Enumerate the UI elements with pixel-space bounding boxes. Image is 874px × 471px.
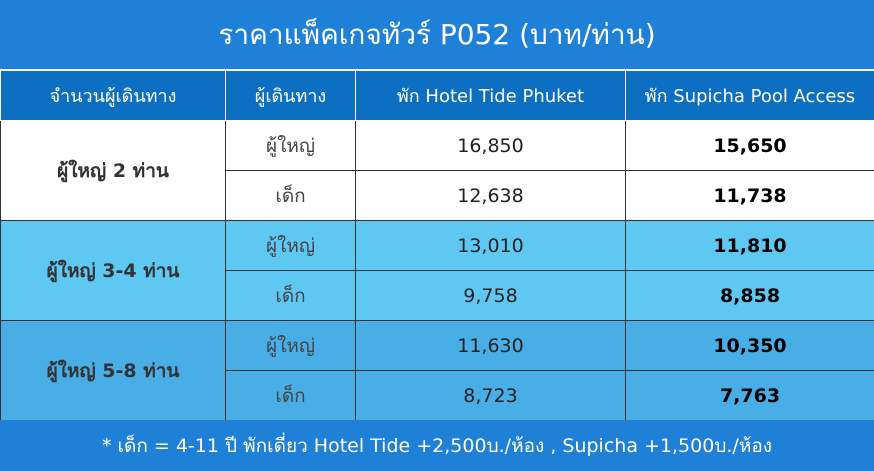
traveler-type: เด็ก (225, 370, 356, 421)
price-supicha: 7,763 (625, 370, 874, 421)
table-body: ผู้ใหญ่ 2 ท่าน ผู้ใหญ่ 16,850 15,650 เด็ก 12,… (0, 120, 874, 421)
price-hotel-tide: 9,758 (355, 270, 626, 321)
row: ผู้ใหญ่ 5-8 ท่าน ผู้ใหญ่ 11,630 10,350 (0, 320, 874, 421)
traveler-type: ผู้ใหญ่ (225, 220, 356, 271)
column-header: พัก Hotel Tide Phuket (355, 70, 626, 121)
price-supicha: 8,858 (625, 270, 874, 321)
row: เด็ก 8,723 7,763 (1, 370, 874, 421)
row: ผู้ใหญ่ 3-4 ท่าน ผู้ใหญ่ 13,010 11,810 (0, 220, 874, 321)
group-label: ผู้ใหญ่ 5-8 ท่าน (0, 320, 226, 421)
column-header: พัก Supicha Pool Access (625, 70, 874, 121)
title: ราคาแพ็คเกจทัวร์ P052 (บาท/ท่าน) (0, 0, 874, 70)
row: เด็ก 9,758 8,858 (1, 270, 874, 321)
price-hotel-tide: 16,850 (355, 120, 626, 171)
row: ผู้ใหญ่ 2 ท่าน ผู้ใหญ่ 16,850 15,650 (0, 120, 874, 221)
price-supicha: 11,738 (625, 170, 874, 221)
header-row: จำนวนผู้เดินทาง ผู้เดินทาง พัก Hotel Tide … (0, 70, 874, 121)
group-label: ผู้ใหญ่ 3-4 ท่าน (0, 220, 226, 321)
price-hotel-tide: 11,630 (355, 320, 626, 371)
footer: * เด็ก = 4-11 ปี พักเดี่ยว Hotel Tide +2… (0, 420, 874, 471)
price-hotel-tide: 8,723 (355, 370, 626, 421)
row: เด็ก 12,638 11,738 (1, 170, 874, 221)
price-supicha: 15,650 (625, 120, 874, 171)
price-supicha: 11,810 (625, 220, 874, 271)
column-header: จำนวนผู้เดินทาง (0, 70, 226, 121)
price-hotel-tide: 13,010 (355, 220, 626, 271)
group-label: ผู้ใหญ่ 2 ท่าน (0, 120, 226, 221)
price-table: จำนวนผู้เดินทาง ผู้เดินทาง พัก Hotel Tide … (0, 70, 874, 421)
traveler-type: เด็ก (225, 270, 356, 321)
column-header: ผู้เดินทาง (225, 70, 356, 121)
traveler-type: เด็ก (225, 170, 356, 221)
traveler-type: ผู้ใหญ่ (225, 120, 356, 171)
traveler-type: ผู้ใหญ่ (225, 320, 356, 371)
price-supicha: 10,350 (625, 320, 874, 371)
price-hotel-tide: 12,638 (355, 170, 626, 221)
